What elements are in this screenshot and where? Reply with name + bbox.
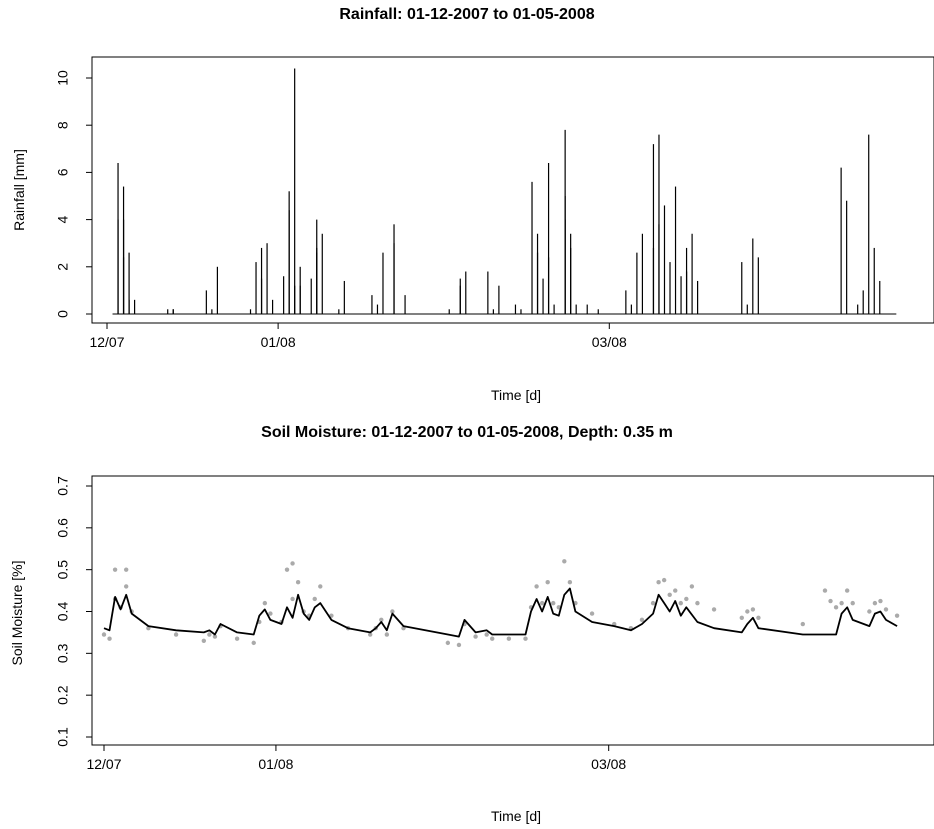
rainfall-x-axis-label: Time [d]: [491, 387, 541, 403]
rainfall-y-tick-label: 2: [55, 263, 71, 271]
observed-moisture-point: [384, 632, 390, 637]
observed-moisture-point: [173, 632, 179, 637]
observed-moisture-point: [828, 598, 833, 604]
observed-moisture-point: [661, 577, 667, 583]
observed-moisture-point: [268, 611, 273, 616]
observed-moisture-point: [822, 588, 828, 593]
rainfall-y-tick-label: 10: [55, 70, 71, 86]
observed-moisture-point: [839, 600, 844, 606]
observed-moisture-point: [867, 609, 872, 614]
observed-moisture-point: [678, 600, 683, 606]
rainfall-x-tick-label: 03/08: [592, 334, 627, 350]
observed-moisture-point: [656, 580, 661, 585]
observed-moisture-point: [445, 640, 451, 646]
observed-moisture-point: [750, 607, 756, 612]
observed-moisture-point: [207, 632, 212, 637]
soil-moisture-y-axis-label: Soil Moisture [%]: [9, 560, 25, 665]
rainfall-y-tick-label: 4: [55, 215, 71, 223]
observed-moisture-point: [883, 607, 889, 612]
observed-moisture-point: [689, 584, 695, 589]
simulated-moisture-line: [103, 587, 898, 638]
observed-moisture-point: [284, 567, 290, 572]
observed-moisture-point: [312, 596, 317, 602]
observed-moisture-point: [101, 632, 107, 637]
observed-moisture-point: [545, 580, 550, 585]
observed-moisture-point: [667, 592, 672, 597]
rainfall-y-tick-label: 8: [55, 121, 71, 129]
observed-moisture-point: [473, 634, 478, 639]
observed-moisture-point: [290, 561, 295, 566]
soil-moisture-y-tick-label: 0.5: [55, 560, 71, 580]
soil-moisture-y-tick-label: 0.4: [55, 602, 71, 622]
rainfall-x-tick-label: 01/08: [261, 334, 296, 350]
soil-moisture-plot-frame: [91, 475, 934, 746]
observed-moisture-point: [850, 600, 855, 606]
soil-moisture-chart-title: Soil Moisture: 01-12-2007 to 01-05-2008,…: [261, 424, 673, 441]
observed-moisture-point: [123, 567, 129, 572]
observed-moisture-point: [318, 584, 323, 589]
observed-moisture-point: [695, 600, 700, 606]
observed-moisture-point: [711, 607, 717, 612]
rainfall-x-tick-label: 12/07: [89, 334, 124, 350]
observed-moisture-point: [872, 600, 878, 606]
observed-moisture-point: [894, 613, 900, 618]
soil-moisture-x-tick-label: 01/08: [258, 756, 293, 772]
observed-moisture-point: [562, 559, 567, 564]
observed-moisture-point: [456, 642, 462, 648]
observed-moisture-point: [534, 584, 539, 589]
observed-moisture-point: [673, 588, 678, 593]
observed-moisture-point: [684, 596, 689, 602]
observed-moisture-point: [123, 584, 129, 589]
soil-moisture-x-axis-label: Time [d]: [491, 808, 541, 824]
observed-moisture-point: [212, 634, 218, 639]
observed-moisture-point: [506, 636, 512, 641]
rainfall-chart-title: Rainfall: 01-12-2007 to 01-05-2008: [339, 6, 595, 23]
observed-moisture-point: [368, 632, 373, 637]
observed-moisture-point: [390, 609, 395, 614]
observed-moisture-point: [490, 636, 495, 641]
observed-moisture-point: [745, 609, 750, 614]
observed-moisture-point: [107, 636, 112, 641]
observed-moisture-point: [290, 596, 295, 602]
soil-moisture-x-tick-label: 03/08: [591, 756, 626, 772]
observed-moisture-point: [262, 600, 268, 606]
observed-moisture-point: [739, 615, 744, 620]
observed-moisture-point: [295, 580, 301, 585]
soil-moisture-x-tick-label: 12/07: [86, 756, 121, 772]
observed-moisture-point: [567, 580, 573, 585]
observed-moisture-point: [112, 567, 118, 572]
observed-moisture-point: [251, 640, 256, 646]
observed-moisture-point: [650, 600, 656, 606]
soil-moisture-y-tick-label: 0.6: [55, 518, 71, 538]
observed-moisture-point: [833, 605, 839, 610]
observed-moisture-point: [639, 617, 645, 623]
observed-moisture-point: [523, 636, 528, 641]
observed-moisture-point: [201, 638, 207, 643]
soil-moisture-y-tick-label: 0.3: [55, 643, 71, 663]
observed-moisture-point: [756, 615, 761, 620]
observed-moisture-point: [539, 600, 545, 606]
rainfall-chart: Time [d] Rainfall [mm] 0 2 4 6 8 10 12/07 01/08…: [11, 56, 934, 403]
rainfall-y-axis-label: Rainfall [mm]: [11, 149, 27, 231]
observed-moisture-point: [844, 588, 850, 593]
observed-moisture-point: [551, 600, 556, 606]
observed-moisture-point: [484, 632, 489, 637]
soil-moisture-chart: Time [d] Soil Moisture [%] 0.1 0.2 0.3 0.4 0…: [9, 475, 934, 824]
observed-moisture-point: [800, 621, 806, 627]
observed-moisture-point: [379, 617, 384, 623]
soil-moisture-y-tick-label: 0.1: [55, 727, 71, 747]
soil-moisture-y-tick-label: 0.7: [55, 476, 71, 496]
observed-moisture-point: [878, 598, 883, 604]
rainfall-y-tick-label: 6: [55, 168, 71, 176]
observed-moisture-point: [234, 636, 240, 641]
rainfall-y-tick-label: 0: [55, 310, 71, 318]
soil-moisture-y-tick-label: 0.2: [55, 685, 71, 705]
rainfall-plot-frame: [91, 56, 934, 324]
observed-moisture-point: [589, 611, 595, 616]
